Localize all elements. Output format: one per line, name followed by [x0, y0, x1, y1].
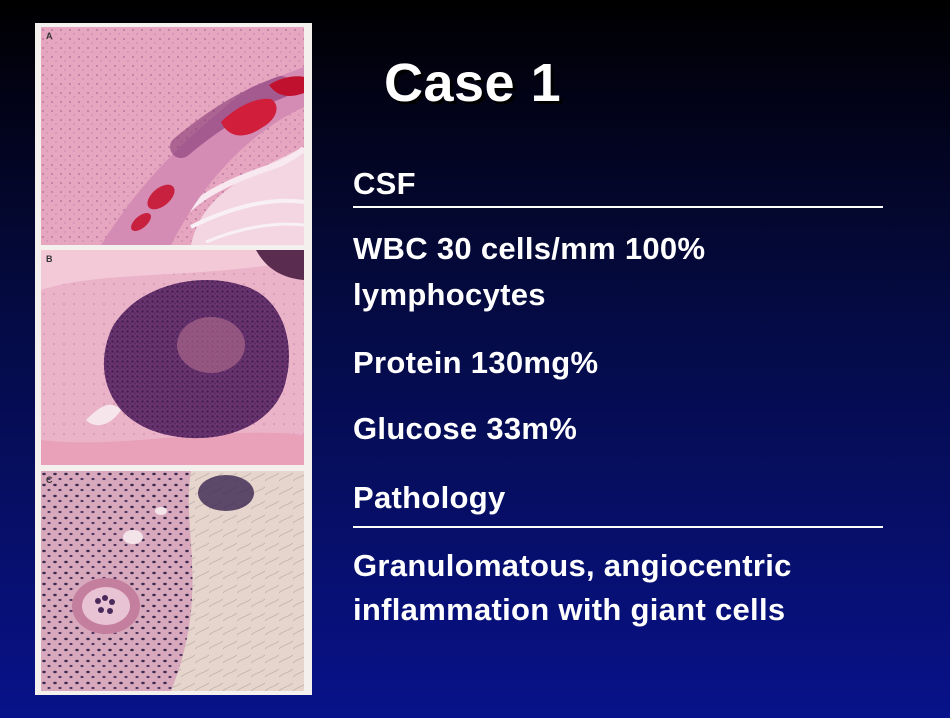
- pathology-divider: [353, 526, 883, 528]
- pathology-line-1: Granulomatous, angiocentric: [353, 548, 792, 583]
- histology-panel-a: A: [41, 27, 304, 245]
- histology-image-c: [41, 471, 304, 691]
- panel-label-b: B: [46, 254, 53, 264]
- wbc-line-1: WBC 30 cells/mm 100%: [353, 231, 706, 266]
- wbc-line-2: lymphocytes: [353, 277, 546, 312]
- protein-line: Protein 130mg%: [353, 345, 599, 380]
- slide-title: Case 1: [384, 53, 562, 113]
- csf-heading: CSF: [353, 166, 416, 201]
- pathology-heading: Pathology: [353, 480, 506, 515]
- panel-label-a: A: [46, 31, 53, 41]
- histology-image-b: [41, 250, 304, 465]
- histology-panel-c: C: [41, 471, 304, 691]
- panel-label-c: C: [46, 475, 53, 485]
- glucose-line: Glucose 33m%: [353, 411, 578, 446]
- histology-panel-b: B: [41, 250, 304, 465]
- pathology-line-2: inflammation with giant cells: [353, 592, 786, 627]
- histology-figure: A: [35, 23, 312, 695]
- histology-image-a: [41, 27, 304, 245]
- csf-divider: [353, 206, 883, 208]
